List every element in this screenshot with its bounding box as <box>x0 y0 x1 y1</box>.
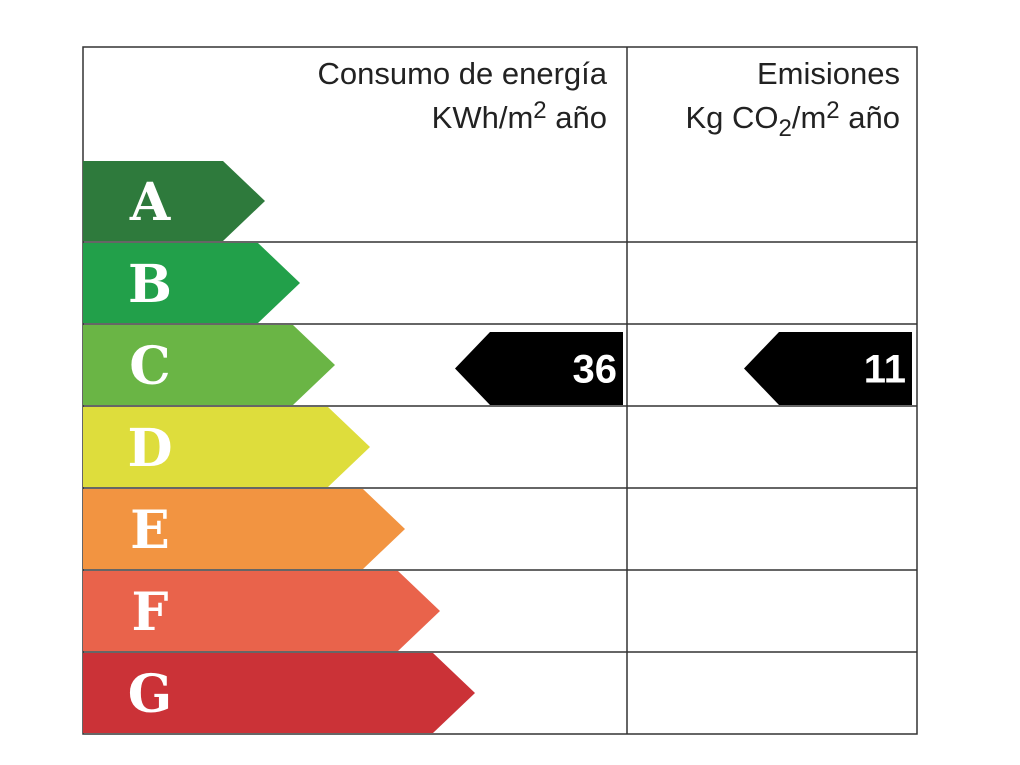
unit-part: 2 <box>826 97 839 124</box>
class-letter: E <box>130 500 170 561</box>
class-letter: C <box>129 336 170 397</box>
class-arrow <box>83 161 265 241</box>
class-arrow <box>83 571 440 651</box>
unit-part: año <box>840 100 900 135</box>
unit-part: 2 <box>533 97 546 124</box>
class-arrow <box>83 407 370 487</box>
class-arrow <box>83 325 335 405</box>
emissions-unit: Kg CO2/m2 año <box>685 97 900 142</box>
rating-value: 36 <box>573 348 618 392</box>
unit-part: KWh/m <box>432 100 534 135</box>
class-arrow <box>83 489 405 569</box>
unit-part: /m <box>792 100 826 135</box>
consumption-unit: KWh/m2 año <box>432 97 607 135</box>
unit-part: año <box>547 100 607 135</box>
class-arrow <box>83 243 300 323</box>
emissions-title: Emisiones <box>757 56 900 91</box>
rating-arrow <box>744 332 912 405</box>
class-letter: D <box>127 418 172 479</box>
class-arrow <box>83 653 475 733</box>
class-letter: A <box>129 172 171 233</box>
unit-part: Kg CO <box>685 100 778 135</box>
rating-value: 11 <box>864 348 906 392</box>
class-letter: B <box>128 254 172 315</box>
class-letter: F <box>132 582 169 643</box>
rating-arrow <box>455 332 623 405</box>
consumption-title: Consumo de energía <box>317 56 607 91</box>
unit-part: 2 <box>779 115 792 142</box>
class-letter: G <box>128 664 172 725</box>
